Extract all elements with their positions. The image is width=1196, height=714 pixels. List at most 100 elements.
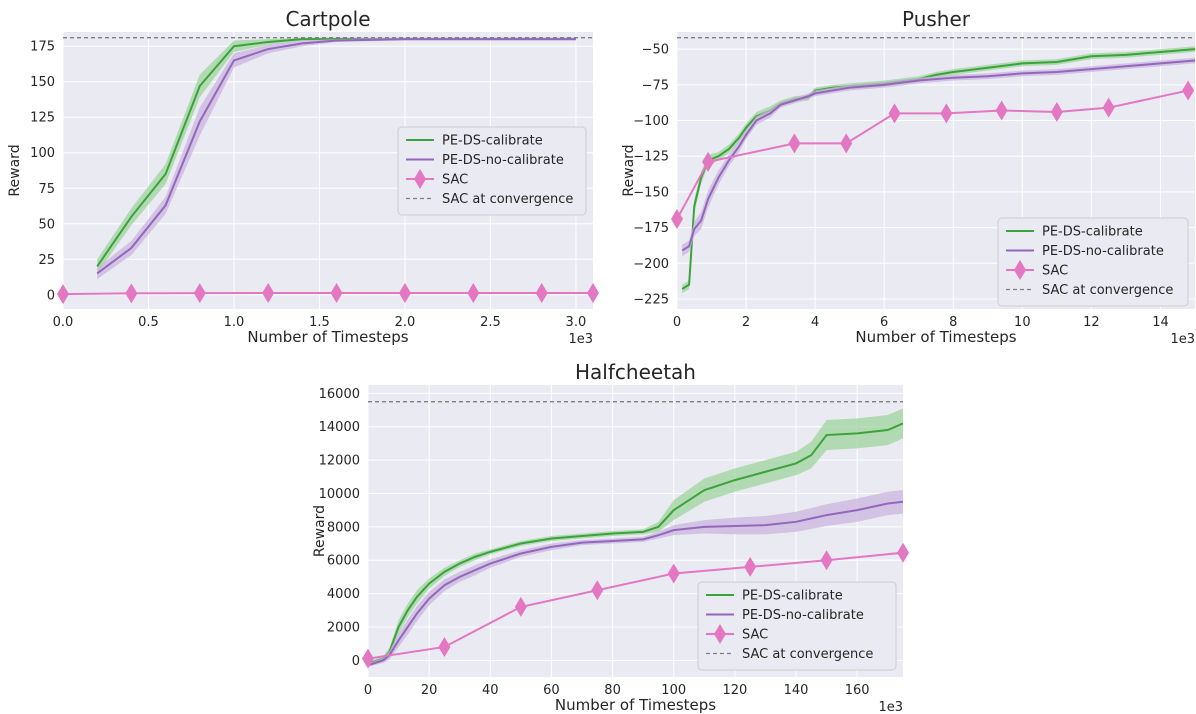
x-tick-label: 140 bbox=[784, 683, 809, 698]
no_calibrate-line bbox=[96, 38, 576, 275]
no_calibrate-confidence-band bbox=[97, 37, 576, 280]
sac-marker bbox=[591, 580, 604, 601]
y-tick-label: −125 bbox=[633, 150, 669, 165]
sac-marker bbox=[362, 648, 374, 669]
y-tick-label: 175 bbox=[30, 40, 55, 55]
y-tick-label: 100 bbox=[30, 146, 55, 161]
legend-marker bbox=[1014, 260, 1026, 280]
sac-marker bbox=[702, 151, 715, 172]
sac-marker bbox=[1102, 97, 1115, 118]
halfcheetah-chart: 0 20 40 60 80 100 120 140 160 0 2000 4000 6000 8000 10… bbox=[312, 360, 909, 714]
sac-marker bbox=[667, 563, 680, 584]
sac-marker bbox=[514, 596, 527, 617]
no_calibrate-line bbox=[681, 59, 1195, 252]
sac-marker bbox=[535, 282, 548, 303]
x-tick-label: 2 bbox=[742, 315, 750, 330]
legend-box bbox=[697, 581, 897, 671]
legend-label: PE-DS-no-calibrate bbox=[742, 608, 864, 623]
calibrate-line bbox=[368, 422, 903, 665]
y-axis-label: Reward bbox=[621, 144, 637, 196]
legend-label: SAC bbox=[442, 173, 468, 188]
x-tick-label: 160 bbox=[845, 683, 870, 698]
halfcheetah-legend: PE-DS-calibrate PE-DS-no-calibrate SAC SAC … bbox=[697, 581, 897, 671]
legend-label: PE-DS-calibrate bbox=[442, 134, 543, 149]
legend-label: PE-DS-no-calibrate bbox=[1042, 244, 1164, 259]
no_calibrate-confidence-band bbox=[368, 490, 903, 667]
sac-marker bbox=[888, 103, 901, 124]
x-tick-label: 0 bbox=[364, 683, 372, 698]
chart-title: Pusher bbox=[902, 7, 971, 31]
x-tick-label: 8 bbox=[949, 315, 957, 330]
y-tick-label: −75 bbox=[642, 78, 669, 93]
sac-marker bbox=[940, 103, 953, 124]
y-tick-label: 2000 bbox=[327, 620, 360, 635]
x-tick-label: 6 bbox=[880, 315, 888, 330]
y-tick-label: 10000 bbox=[319, 487, 360, 502]
legend-marker bbox=[414, 169, 426, 189]
x-tick-label: 120 bbox=[722, 683, 747, 698]
x-tick-label: 0.5 bbox=[138, 315, 159, 330]
sac-marker bbox=[1182, 80, 1195, 101]
x-tick-label: 20 bbox=[421, 683, 438, 698]
x-axis-label: Number of Timesteps bbox=[247, 328, 408, 346]
x-tick-label: 40 bbox=[482, 683, 499, 698]
x-tick-label: 0 bbox=[673, 315, 681, 330]
x-axis-multiplier: 1e3 bbox=[568, 332, 593, 347]
sac-marker bbox=[1050, 101, 1063, 122]
y-tick-label: 0 bbox=[352, 654, 360, 669]
y-tick-label: −100 bbox=[633, 114, 669, 129]
y-tick-label: 0 bbox=[47, 288, 55, 303]
sac-marker bbox=[820, 550, 833, 571]
sac-marker bbox=[398, 282, 411, 303]
y-tick-label: 4000 bbox=[327, 587, 360, 602]
sac-marker bbox=[438, 636, 451, 657]
y-tick-label: 8000 bbox=[327, 520, 360, 535]
halfcheetah-series-layer bbox=[368, 401, 903, 667]
x-axis-label: Number of Timesteps bbox=[555, 696, 716, 714]
legend-label: SAC at convergence bbox=[442, 192, 573, 207]
sac-marker bbox=[788, 133, 801, 154]
x-tick-label: 2.5 bbox=[480, 315, 501, 330]
x-tick-label: 4 bbox=[811, 315, 819, 330]
x-axis-multiplier: 1e3 bbox=[1170, 332, 1195, 347]
pusher-chart: 0 2 4 6 8 10 12 14 −225 −200 −175 −150 −125 −100 −75 −5… bbox=[621, 7, 1195, 347]
x-tick-label: 2.0 bbox=[395, 315, 416, 330]
sac-marker bbox=[840, 133, 853, 154]
x-tick-label: 60 bbox=[543, 683, 560, 698]
y-tick-label: −150 bbox=[633, 185, 669, 200]
pusher-series-layer bbox=[677, 37, 1195, 294]
sac-marker bbox=[671, 209, 683, 230]
y-tick-label: 6000 bbox=[327, 554, 360, 569]
x-tick-label: 1.5 bbox=[309, 315, 330, 330]
legend-box bbox=[397, 126, 587, 216]
legend-label: SAC at convergence bbox=[1042, 283, 1173, 298]
sac-marker bbox=[262, 282, 275, 303]
sac-line bbox=[677, 89, 1189, 220]
sac-marker bbox=[330, 282, 343, 303]
x-tick-label: 14 bbox=[1152, 315, 1169, 330]
sac-marker bbox=[587, 282, 599, 303]
sac-marker bbox=[125, 283, 138, 304]
sac-marker bbox=[467, 282, 480, 303]
y-tick-label: 25 bbox=[38, 253, 55, 268]
x-tick-label: 10 bbox=[1014, 315, 1031, 330]
legend-label: PE-DS-calibrate bbox=[742, 589, 843, 604]
sac-marker bbox=[744, 556, 757, 577]
legend-box bbox=[997, 217, 1189, 307]
y-tick-label: 16000 bbox=[319, 387, 360, 402]
y-tick-label: 50 bbox=[38, 217, 55, 232]
legend-label: PE-DS-calibrate bbox=[1042, 225, 1143, 240]
y-tick-label: 125 bbox=[30, 111, 55, 126]
sac-line bbox=[63, 291, 593, 296]
x-tick-label: 0.0 bbox=[53, 315, 74, 330]
sac-line bbox=[368, 551, 903, 660]
x-tick-label: 12 bbox=[1083, 315, 1100, 330]
x-tick-label: 1.0 bbox=[224, 315, 245, 330]
y-tick-label: 12000 bbox=[319, 454, 360, 469]
legend-label: PE-DS-no-calibrate bbox=[442, 153, 564, 168]
x-tick-label: 80 bbox=[604, 683, 621, 698]
sac-marker bbox=[897, 542, 909, 563]
chart-title: Halfcheetah bbox=[575, 360, 696, 384]
x-axis-multiplier: 1e3 bbox=[878, 700, 903, 714]
